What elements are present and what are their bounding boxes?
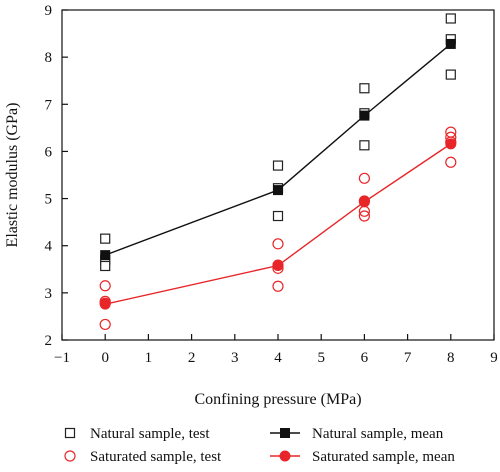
y-tick-label: 9 [45,3,53,19]
x-tick-label: 2 [188,350,196,366]
y-axis-title: Elastic modulus (GPa) [4,103,21,248]
y-tick-label: 6 [45,144,53,160]
x-tick-label: 8 [447,350,455,366]
axis-ticks: −1 0 1 2 3 4 5 6 7 8 9 2 3 4 5 6 7 8 9 [45,3,498,366]
test-point [445,156,457,168]
test-point [100,260,111,272]
x-tick-label: 5 [317,350,325,366]
y-tick-label: 5 [45,192,53,208]
legend-item: Saturated sample, test [64,449,222,465]
legend-marker [64,450,76,462]
y-tick-label: 4 [45,239,53,255]
mean-point [359,110,370,121]
y-tick-label: 7 [45,97,53,113]
series-0 [100,13,456,272]
x-tick-label: 6 [361,350,369,366]
x-tick-label: 1 [145,350,153,366]
data-series [99,13,457,331]
series-3 [99,138,457,310]
legend-label: Saturated sample, test [90,449,222,465]
legend-label: Natural sample, test [90,426,210,442]
x-tick-label: 9 [490,350,498,366]
mean-point [358,196,370,208]
mean-line [105,143,452,305]
series-1 [99,126,457,331]
x-tick-label: 0 [101,350,109,366]
test-point [359,140,370,151]
test-point [272,238,284,250]
plot-area [61,9,495,341]
test-point [272,280,284,292]
mean-line [104,43,452,256]
y-tick-label: 8 [45,50,53,66]
legend: Natural sample, test Saturated sample, te… [64,426,455,465]
y-tick-label: 2 [45,333,53,349]
mean-point [273,185,283,196]
legend-label: Saturated sample, mean [312,449,455,465]
test-point [100,233,111,244]
plot-frame [61,9,495,341]
x-tick-label: 4 [274,350,282,366]
x-tick-label: 3 [231,350,239,366]
legend-item: Saturated sample, mean [270,449,455,465]
test-point [358,172,370,184]
legend-label: Natural sample, mean [312,426,444,442]
legend-item: Natural sample, mean [270,426,444,442]
mean-point [100,250,111,261]
mean-point [445,138,457,150]
test-point [99,318,111,331]
legend-marker [64,427,76,439]
test-point [359,83,370,94]
y-tick-label: 3 [45,286,53,302]
legend-marker [280,428,290,438]
test-point [445,13,456,24]
x-tick-label: 7 [404,350,412,366]
mean-point [99,298,111,310]
test-point [272,210,284,222]
legend-marker [279,450,291,462]
test-point [358,210,370,222]
x-axis-title: Confining pressure (MPa) [194,391,361,408]
mean-point [445,38,456,49]
legend-item: Natural sample, test [64,426,210,442]
test-point [445,69,456,80]
mean-point [272,260,284,272]
test-point [99,280,111,292]
x-tick-label: −1 [54,350,70,366]
series-2 [100,38,456,261]
test-point [272,160,284,171]
